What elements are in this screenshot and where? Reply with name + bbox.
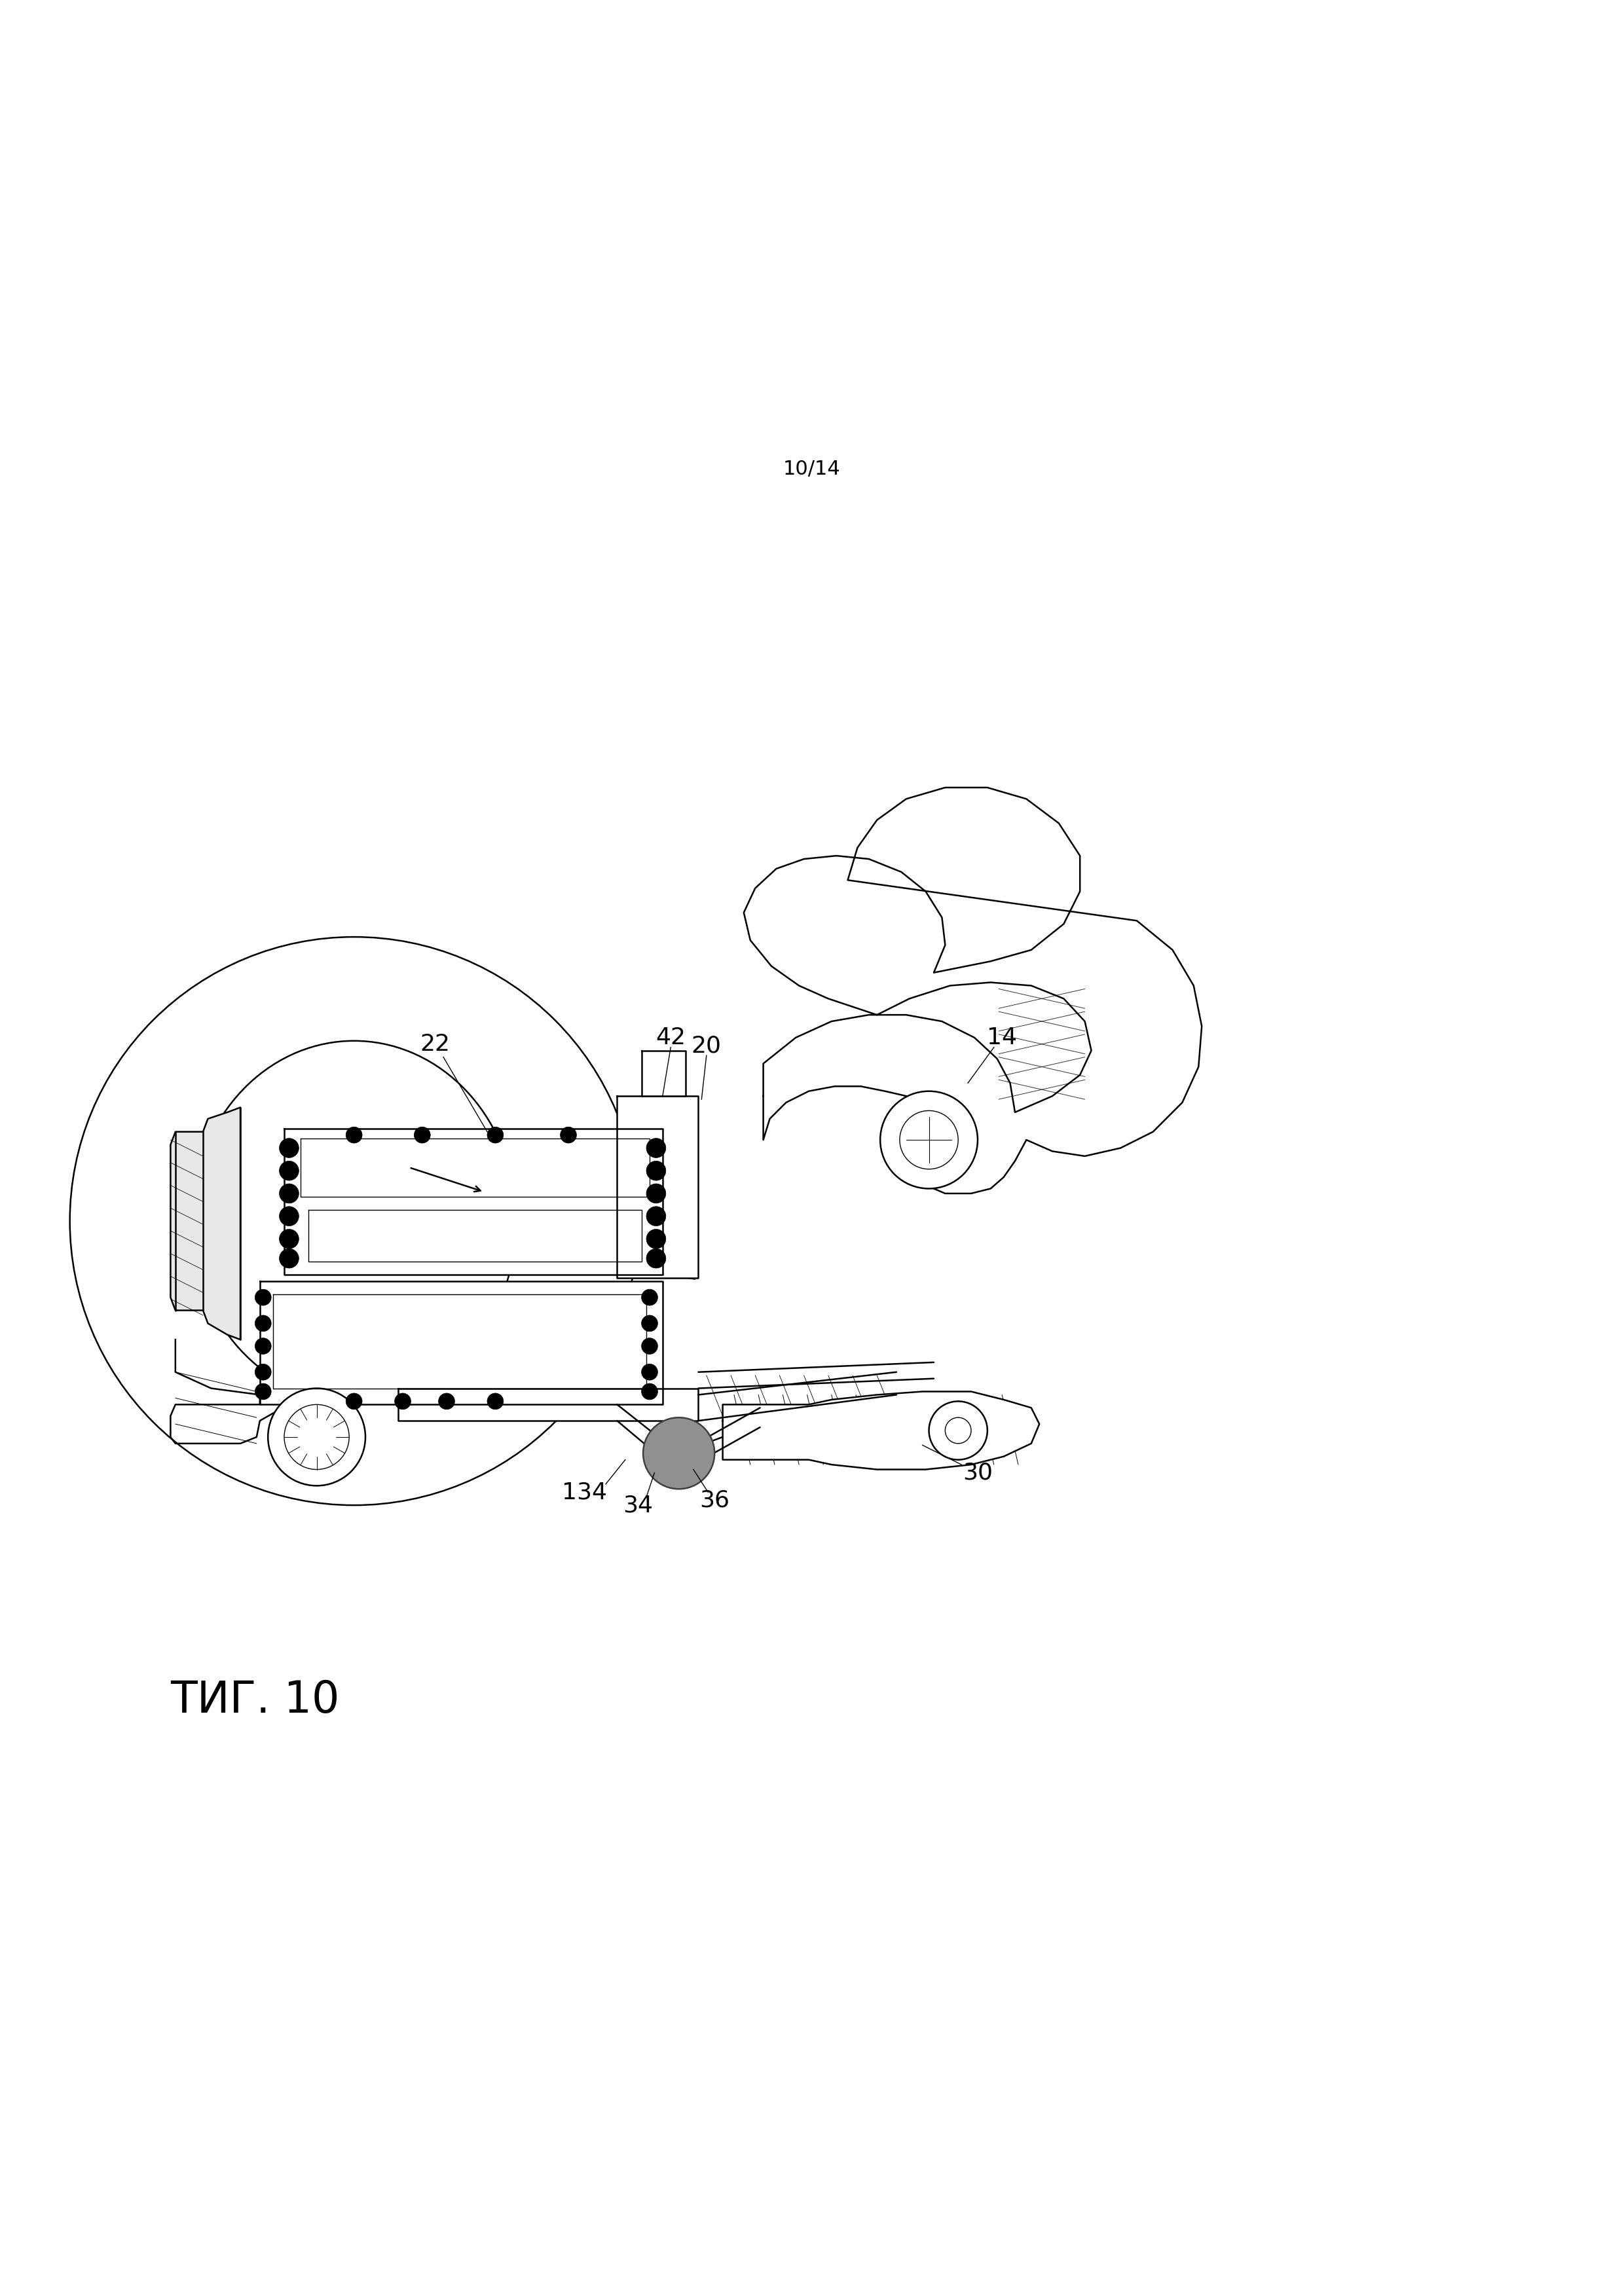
Polygon shape xyxy=(284,1130,663,1274)
Circle shape xyxy=(284,1405,349,1469)
Text: 22: 22 xyxy=(421,1033,450,1056)
Polygon shape xyxy=(723,1391,1039,1469)
Circle shape xyxy=(641,1339,658,1355)
Text: 30: 30 xyxy=(963,1463,992,1483)
Polygon shape xyxy=(273,1295,646,1389)
Text: 42: 42 xyxy=(656,1026,685,1049)
Circle shape xyxy=(255,1364,271,1380)
Text: 34: 34 xyxy=(624,1495,653,1515)
Polygon shape xyxy=(617,1095,698,1279)
Circle shape xyxy=(70,937,638,1506)
Circle shape xyxy=(560,1127,577,1143)
Circle shape xyxy=(255,1339,271,1355)
Text: 20: 20 xyxy=(692,1035,721,1056)
Polygon shape xyxy=(300,1139,650,1196)
Circle shape xyxy=(279,1162,299,1180)
Circle shape xyxy=(395,1394,411,1410)
Circle shape xyxy=(641,1290,658,1306)
Circle shape xyxy=(279,1205,299,1226)
Circle shape xyxy=(268,1389,365,1486)
Circle shape xyxy=(945,1417,971,1444)
Circle shape xyxy=(641,1384,658,1401)
Polygon shape xyxy=(171,1107,240,1339)
Circle shape xyxy=(646,1162,666,1180)
Circle shape xyxy=(255,1384,271,1401)
Circle shape xyxy=(346,1394,362,1410)
Circle shape xyxy=(641,1316,658,1332)
Circle shape xyxy=(438,1394,455,1410)
Circle shape xyxy=(255,1290,271,1306)
Circle shape xyxy=(487,1127,503,1143)
Circle shape xyxy=(279,1139,299,1157)
Circle shape xyxy=(646,1139,666,1157)
Circle shape xyxy=(346,1127,362,1143)
Circle shape xyxy=(900,1111,958,1169)
Circle shape xyxy=(880,1091,978,1189)
Circle shape xyxy=(641,1364,658,1380)
Circle shape xyxy=(414,1127,430,1143)
Polygon shape xyxy=(398,1389,698,1421)
Polygon shape xyxy=(641,1052,685,1095)
Circle shape xyxy=(279,1228,299,1249)
Polygon shape xyxy=(309,1210,641,1263)
Circle shape xyxy=(646,1249,666,1267)
Text: 10/14: 10/14 xyxy=(783,459,841,480)
Text: 134: 134 xyxy=(562,1481,607,1504)
Circle shape xyxy=(279,1185,299,1203)
Circle shape xyxy=(929,1401,987,1460)
Text: 36: 36 xyxy=(700,1490,729,1511)
Text: ΤИГ. 10: ΤИГ. 10 xyxy=(171,1678,339,1722)
Circle shape xyxy=(646,1228,666,1249)
Circle shape xyxy=(487,1394,503,1410)
Text: 14: 14 xyxy=(987,1026,1017,1049)
Polygon shape xyxy=(260,1281,663,1405)
Circle shape xyxy=(279,1249,299,1267)
Circle shape xyxy=(646,1185,666,1203)
Circle shape xyxy=(643,1417,715,1490)
Circle shape xyxy=(255,1316,271,1332)
Circle shape xyxy=(646,1205,666,1226)
